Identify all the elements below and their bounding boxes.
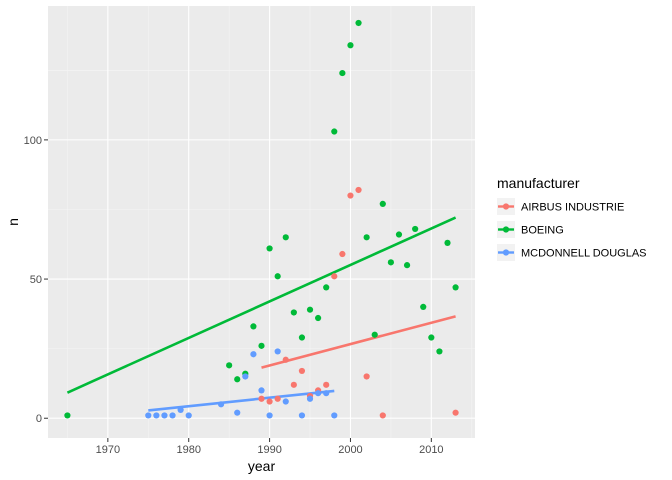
- legend-label: AIRBUS INDUSTRIE: [521, 202, 624, 214]
- data-point: [282, 234, 289, 241]
- data-point: [347, 192, 354, 199]
- data-point: [339, 69, 346, 77]
- data-point: [298, 412, 306, 419]
- data-point: [185, 412, 192, 419]
- data-point: [258, 342, 265, 349]
- data-point: [395, 231, 403, 238]
- data-point: [282, 398, 289, 405]
- data-point: [420, 303, 427, 310]
- y-axis: 0 50 100: [24, 135, 48, 425]
- data-point: [177, 406, 184, 413]
- data-point: [266, 245, 273, 252]
- data-point: [371, 331, 378, 338]
- x-tick-label: 1970: [96, 444, 120, 456]
- legend: manufacturer AIRBUS INDUSTRIE BOEING MCDON…: [497, 175, 647, 261]
- legend-title: manufacturer: [497, 175, 580, 191]
- trend-line: [261, 315, 456, 369]
- data-point: [331, 273, 338, 280]
- legend-key-point: [502, 203, 510, 210]
- data-point: [153, 412, 160, 419]
- data-point: [436, 348, 443, 355]
- y-tick-label: 100: [24, 135, 42, 147]
- data-point: [428, 334, 435, 341]
- data-point: [355, 19, 362, 27]
- x-tick-label: 2000: [338, 444, 362, 456]
- x-axis-title: year: [248, 458, 276, 474]
- data-point: [444, 239, 451, 246]
- data-point: [339, 250, 346, 258]
- data-point: [452, 409, 459, 416]
- x-axis: 1970 1980 1990 2000 2010: [96, 438, 444, 456]
- data-point: [145, 412, 152, 419]
- data-point: [323, 381, 330, 388]
- data-point: [331, 128, 338, 135]
- data-point: [290, 309, 297, 316]
- data-point: [274, 395, 281, 402]
- data-point: [323, 390, 330, 397]
- legend-key-point: [502, 226, 510, 233]
- y-axis-title: n: [5, 218, 21, 226]
- data-point: [234, 409, 241, 416]
- legend-key-point: [502, 249, 510, 256]
- x-tick-label: 2010: [419, 444, 443, 456]
- data-point: [363, 234, 370, 241]
- data-points: [64, 19, 459, 419]
- data-point: [64, 412, 71, 419]
- data-point: [379, 200, 386, 208]
- data-point: [387, 259, 394, 266]
- y-tick-label: 0: [36, 413, 42, 425]
- y-tick-label: 50: [30, 274, 42, 286]
- data-point: [315, 314, 322, 322]
- data-point: [298, 367, 306, 375]
- data-point: [250, 323, 257, 330]
- data-point: [161, 412, 168, 419]
- trend-line: [66, 216, 457, 394]
- data-point: [282, 356, 289, 363]
- legend-label: MCDONNELL DOUGLAS: [521, 248, 647, 260]
- data-point: [250, 351, 257, 358]
- data-point: [226, 362, 233, 369]
- data-point: [315, 390, 322, 397]
- x-tick-label: 1990: [257, 444, 281, 456]
- data-point: [306, 395, 314, 402]
- data-point: [217, 401, 225, 408]
- data-point: [266, 412, 273, 419]
- grid-minor: [48, 6, 475, 438]
- data-point: [306, 306, 314, 313]
- data-point: [347, 42, 354, 49]
- data-point: [169, 412, 176, 419]
- x-tick-label: 1980: [176, 444, 200, 456]
- panel-background: [48, 6, 475, 438]
- data-point: [234, 376, 241, 383]
- data-point: [298, 334, 306, 341]
- data-point: [412, 225, 419, 233]
- data-point: [242, 373, 249, 380]
- data-point: [379, 412, 386, 419]
- data-point: [403, 262, 411, 269]
- data-point: [266, 398, 273, 405]
- data-point: [274, 273, 281, 280]
- data-point: [258, 387, 265, 394]
- data-point: [290, 381, 297, 388]
- data-point: [452, 284, 459, 291]
- data-point: [355, 186, 362, 194]
- data-point: [363, 373, 370, 380]
- data-point: [258, 395, 265, 402]
- data-point: [331, 412, 338, 419]
- data-point: [274, 348, 281, 355]
- legend-label: BOEING: [521, 225, 564, 237]
- data-point: [323, 284, 330, 291]
